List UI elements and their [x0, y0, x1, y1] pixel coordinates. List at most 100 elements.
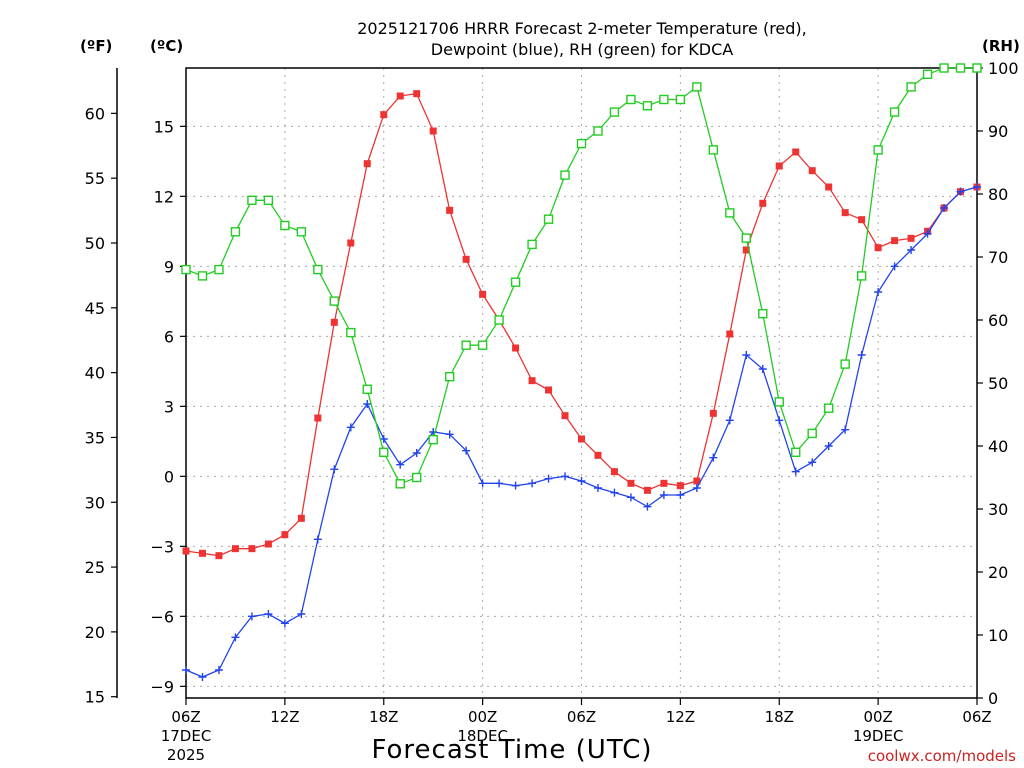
dewpoint-point-26	[610, 488, 619, 497]
temperature-point-1	[198, 549, 206, 557]
rh-tick-label-4: 40	[988, 437, 1008, 456]
rh-point-14	[412, 472, 422, 483]
dewpoint-point-11	[363, 400, 372, 408]
rh-point-36	[774, 397, 784, 407]
x-tick-label-7: 00Z	[863, 708, 892, 726]
series-layer	[181, 63, 982, 681]
temperature-point-5	[264, 540, 272, 548]
x-tick-label-0: 06Z	[171, 708, 200, 726]
temperature-point-8	[314, 414, 322, 422]
temperature-point-6	[281, 531, 289, 539]
c-tick-label-7: 12	[154, 187, 174, 206]
dewpoint-point-2	[214, 666, 223, 674]
temperature-point-38	[808, 167, 816, 175]
temperature-point-2	[215, 552, 223, 560]
dewpoint-point-20	[511, 481, 520, 490]
dewpoint-point-21	[528, 479, 537, 488]
rh-point-6	[280, 220, 290, 231]
rh-point-31	[692, 82, 702, 92]
dewpoint-point-44	[907, 246, 916, 254]
dewpoint-point-28	[643, 502, 652, 511]
unit-rh-label: (RH)	[982, 37, 1020, 55]
dewpoint-point-45	[923, 229, 932, 238]
rh-point-33	[725, 208, 735, 218]
rh-point-29	[659, 94, 669, 105]
dewpoint-point-34	[742, 351, 751, 359]
x-year-label-0: 2025	[167, 746, 205, 764]
dewpoint-point-35	[758, 365, 767, 373]
dewpoint-point-22	[544, 474, 553, 483]
rh-point-11	[362, 384, 372, 394]
rh-point-24	[576, 138, 587, 149]
f-tick-label-7: 50	[85, 234, 105, 253]
dewpoint-point-9	[330, 465, 339, 474]
temperature-point-9	[330, 318, 338, 326]
rh-point-1	[197, 271, 208, 281]
dewpoint-point-24	[577, 477, 586, 485]
dewpoint-point-17	[462, 446, 471, 455]
dewpoint-point-25	[593, 484, 602, 492]
rh-point-25	[593, 126, 603, 136]
dewpoint-point-7	[297, 610, 306, 618]
temperature-point-11	[363, 160, 371, 168]
temperature-point-25	[594, 451, 602, 459]
axes	[116, 67, 978, 699]
dewpoint-point-43	[890, 262, 899, 271]
rh-point-21	[527, 239, 537, 250]
rh-tick-label-5: 50	[988, 374, 1008, 393]
temperature-point-31	[693, 477, 701, 485]
dewpoint-point-38	[808, 458, 817, 467]
rh-point-30	[675, 94, 686, 105]
temperature-point-44	[907, 234, 915, 242]
dewpoint-point-10	[346, 423, 355, 432]
rh-point-23	[560, 170, 570, 180]
dewpoint-point-30	[676, 491, 685, 499]
c-tick-label-6: 9	[164, 257, 174, 276]
temperature-point-22	[545, 386, 553, 394]
rh-point-2	[214, 264, 224, 275]
temperature-point-18	[479, 290, 487, 298]
temperature-point-16	[446, 206, 454, 214]
temperature-point-4	[248, 545, 256, 553]
rh-point-43	[889, 107, 900, 117]
rh-point-22	[543, 214, 554, 224]
dewpoint-point-27	[626, 493, 635, 502]
unit-fahrenheit-label: (ºF)	[80, 37, 112, 55]
x-tick-label-4: 06Z	[567, 708, 596, 726]
rh-point-42	[873, 145, 883, 155]
rh-point-45	[922, 69, 933, 80]
f-tick-label-9: 60	[85, 104, 105, 123]
temperature-point-39	[825, 183, 833, 191]
temperature-point-43	[891, 237, 899, 245]
rh-point-32	[708, 145, 719, 155]
temperature-point-33	[726, 330, 734, 338]
temperature-point-40	[841, 209, 849, 217]
temperature-point-34	[742, 246, 750, 254]
dewpoint-point-0	[182, 666, 190, 674]
rh-tick-label-8: 80	[988, 185, 1008, 204]
temperature-point-20	[512, 344, 520, 352]
dewpoint-point-19	[495, 479, 504, 488]
dewpoint-point-42	[874, 288, 883, 296]
x-tick-label-6: 18Z	[765, 708, 794, 726]
rh-point-39	[823, 403, 834, 413]
rh-point-28	[642, 101, 653, 111]
rh-point-0	[181, 264, 191, 275]
dewpoint-point-23	[561, 472, 570, 481]
temperature-point-35	[759, 199, 767, 207]
rh-tick-label-0: 0	[988, 689, 998, 708]
rh-tick-label-6: 60	[988, 311, 1008, 330]
rh-point-35	[758, 309, 768, 319]
c-tick-label-0: −9	[150, 677, 174, 696]
dewpoint-point-47	[956, 187, 965, 196]
dewpoint-point-40	[841, 425, 850, 434]
temperature-point-28	[643, 486, 651, 494]
f-tick-label-8: 55	[85, 169, 105, 188]
dewpoint-point-39	[824, 442, 833, 450]
rh-point-19	[494, 315, 504, 325]
x-date-label-7: 19DEC	[853, 727, 904, 745]
rh-axis: 0 10 20 30 40 50 60 70 80 90 100	[977, 59, 1019, 708]
rh-point-5	[263, 195, 274, 206]
f-tick-label-0: 15	[85, 688, 105, 707]
